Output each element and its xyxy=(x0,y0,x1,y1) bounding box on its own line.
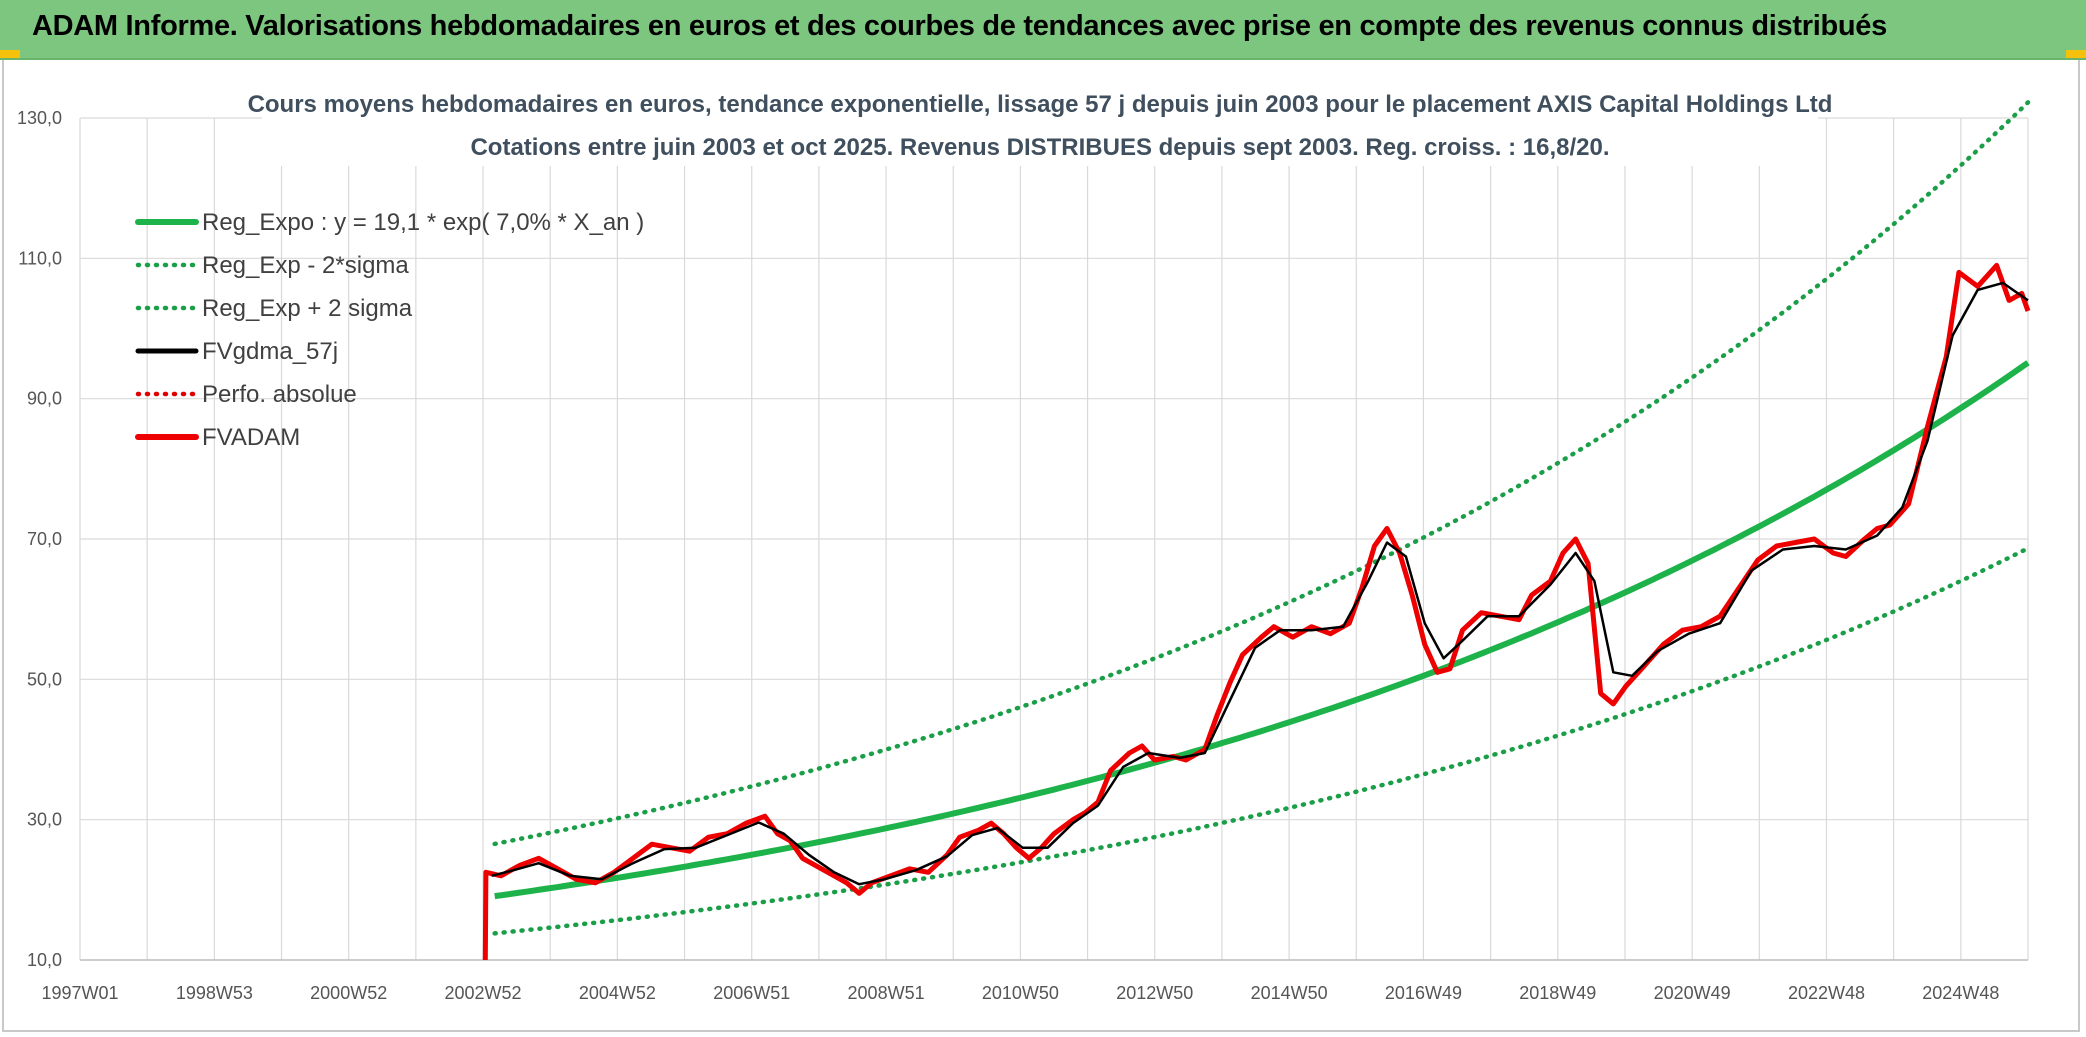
legend-label: FVgdma_57j xyxy=(202,338,338,365)
y-tick-label: 30,0 xyxy=(27,810,62,830)
report-header: ADAM Informe. Valorisations hebdomadaire… xyxy=(0,0,2086,60)
legend-label: Reg_Exp + 2 sigma xyxy=(202,295,413,322)
series xyxy=(482,100,2031,961)
y-tick-label: 90,0 xyxy=(27,389,62,409)
x-tick-label: 2018W49 xyxy=(1519,983,1596,1003)
x-tick-label: 2012W50 xyxy=(1116,983,1193,1003)
title-backdrop xyxy=(262,82,1818,166)
fvadam-line xyxy=(482,262,2031,961)
reg-minus-2sigma-line xyxy=(492,546,2031,936)
x-tick-label: 2008W51 xyxy=(848,983,925,1003)
fvgdma-57j-line xyxy=(491,281,2029,886)
report-title: ADAM Informe. Valorisations hebdomadaire… xyxy=(32,10,1887,42)
chart-frame xyxy=(2,60,2080,1032)
chart-subtitle: Cotations entre juin 2003 et oct 2025. R… xyxy=(470,134,1609,161)
x-tick-label: 2014W50 xyxy=(1251,983,1328,1003)
x-tick-label: 2016W49 xyxy=(1385,983,1462,1003)
x-tick-label: 2002W52 xyxy=(445,983,522,1003)
legend: Reg_Expo : y = 19,1 * exp( 7,0% * X_an )… xyxy=(135,209,644,451)
legend-label: Reg_Expo : y = 19,1 * exp( 7,0% * X_an ) xyxy=(202,209,644,236)
x-tick-label: 1998W53 xyxy=(176,983,253,1003)
y-tick-label: 70,0 xyxy=(27,529,62,549)
x-tick-label: 2020W49 xyxy=(1654,983,1731,1003)
x-tick-label: 2010W50 xyxy=(982,983,1059,1003)
legend-label: Reg_Exp - 2*sigma xyxy=(202,252,409,279)
y-tick-label: 50,0 xyxy=(27,669,62,689)
y-tick-label: 10,0 xyxy=(27,950,62,970)
x-tick-label: 2006W51 xyxy=(713,983,790,1003)
legend-label: FVADAM xyxy=(202,424,300,451)
x-tick-label: 2022W48 xyxy=(1788,983,1865,1003)
reg-plus-2sigma-line xyxy=(492,100,2031,847)
x-tick-label: 2004W52 xyxy=(579,983,656,1003)
reg-expo-line xyxy=(494,360,2030,900)
axes: 10,0 30,0 50,0 70,0 90,0 110,0 130,0 1997W01 199… xyxy=(17,108,2028,1003)
y-tick-label: 130,0 xyxy=(17,108,62,128)
chart-title: Cours moyens hebdomadaires en euros, ten… xyxy=(248,91,1833,118)
x-tick-label: 2000W52 xyxy=(310,983,387,1003)
header-corner-left xyxy=(0,50,20,58)
header-corner-right xyxy=(2066,50,2086,58)
legend-label: Perfo. absolue xyxy=(202,381,357,408)
x-tick-label: 1997W01 xyxy=(41,983,118,1003)
x-tick-label: 2024W48 xyxy=(1922,983,1999,1003)
y-tick-label: 110,0 xyxy=(18,248,62,268)
